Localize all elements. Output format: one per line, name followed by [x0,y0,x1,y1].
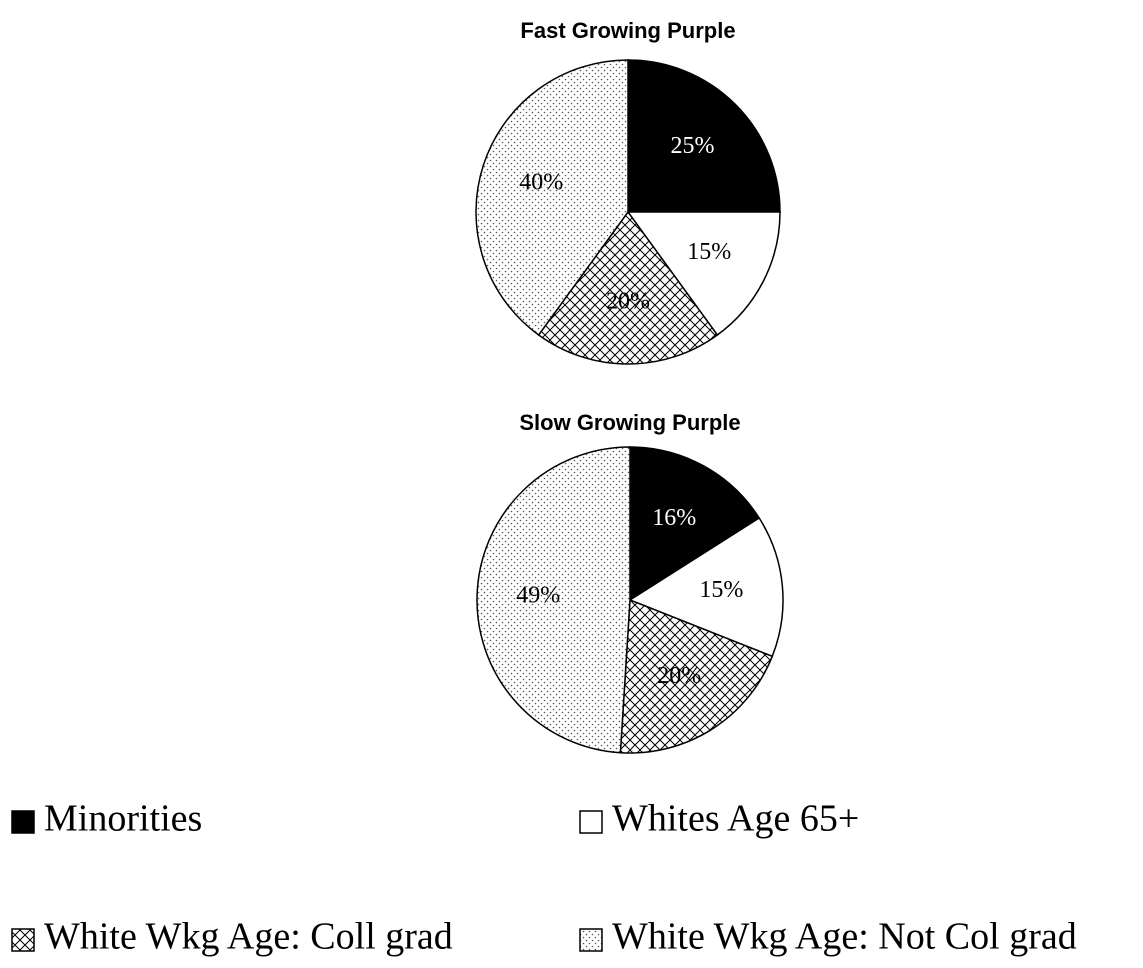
data-label: 15% [687,239,731,265]
data-label: 20% [606,289,650,315]
data-label: 15% [699,577,743,603]
pie-slice [476,446,631,754]
legend-swatch [11,810,35,834]
legend-swatch [579,810,603,834]
chart-title: Fast Growing Purple [520,18,735,43]
legend-label: White Wkg Age: Coll grad [44,916,453,958]
pie-slice [619,598,774,754]
pie-slice [627,59,781,213]
pie-slice [629,446,761,602]
legend-swatch [11,928,35,952]
data-label: 40% [519,169,563,195]
data-label: 49% [516,583,560,609]
legend-label: Minorities [44,798,202,840]
pie-slice [628,516,784,658]
pie-slice [537,210,719,365]
data-label: 20% [657,663,701,689]
legend-label: Whites Age 65+ [612,798,859,840]
chart-title: Slow Growing Purple [519,410,740,435]
pie-slice [475,59,629,337]
legend-label: White Wkg Age: Not Col grad [612,916,1077,958]
data-label: 25% [670,133,714,159]
legend-swatch [579,928,603,952]
pie-slice [626,211,781,337]
data-label: 16% [652,505,696,531]
